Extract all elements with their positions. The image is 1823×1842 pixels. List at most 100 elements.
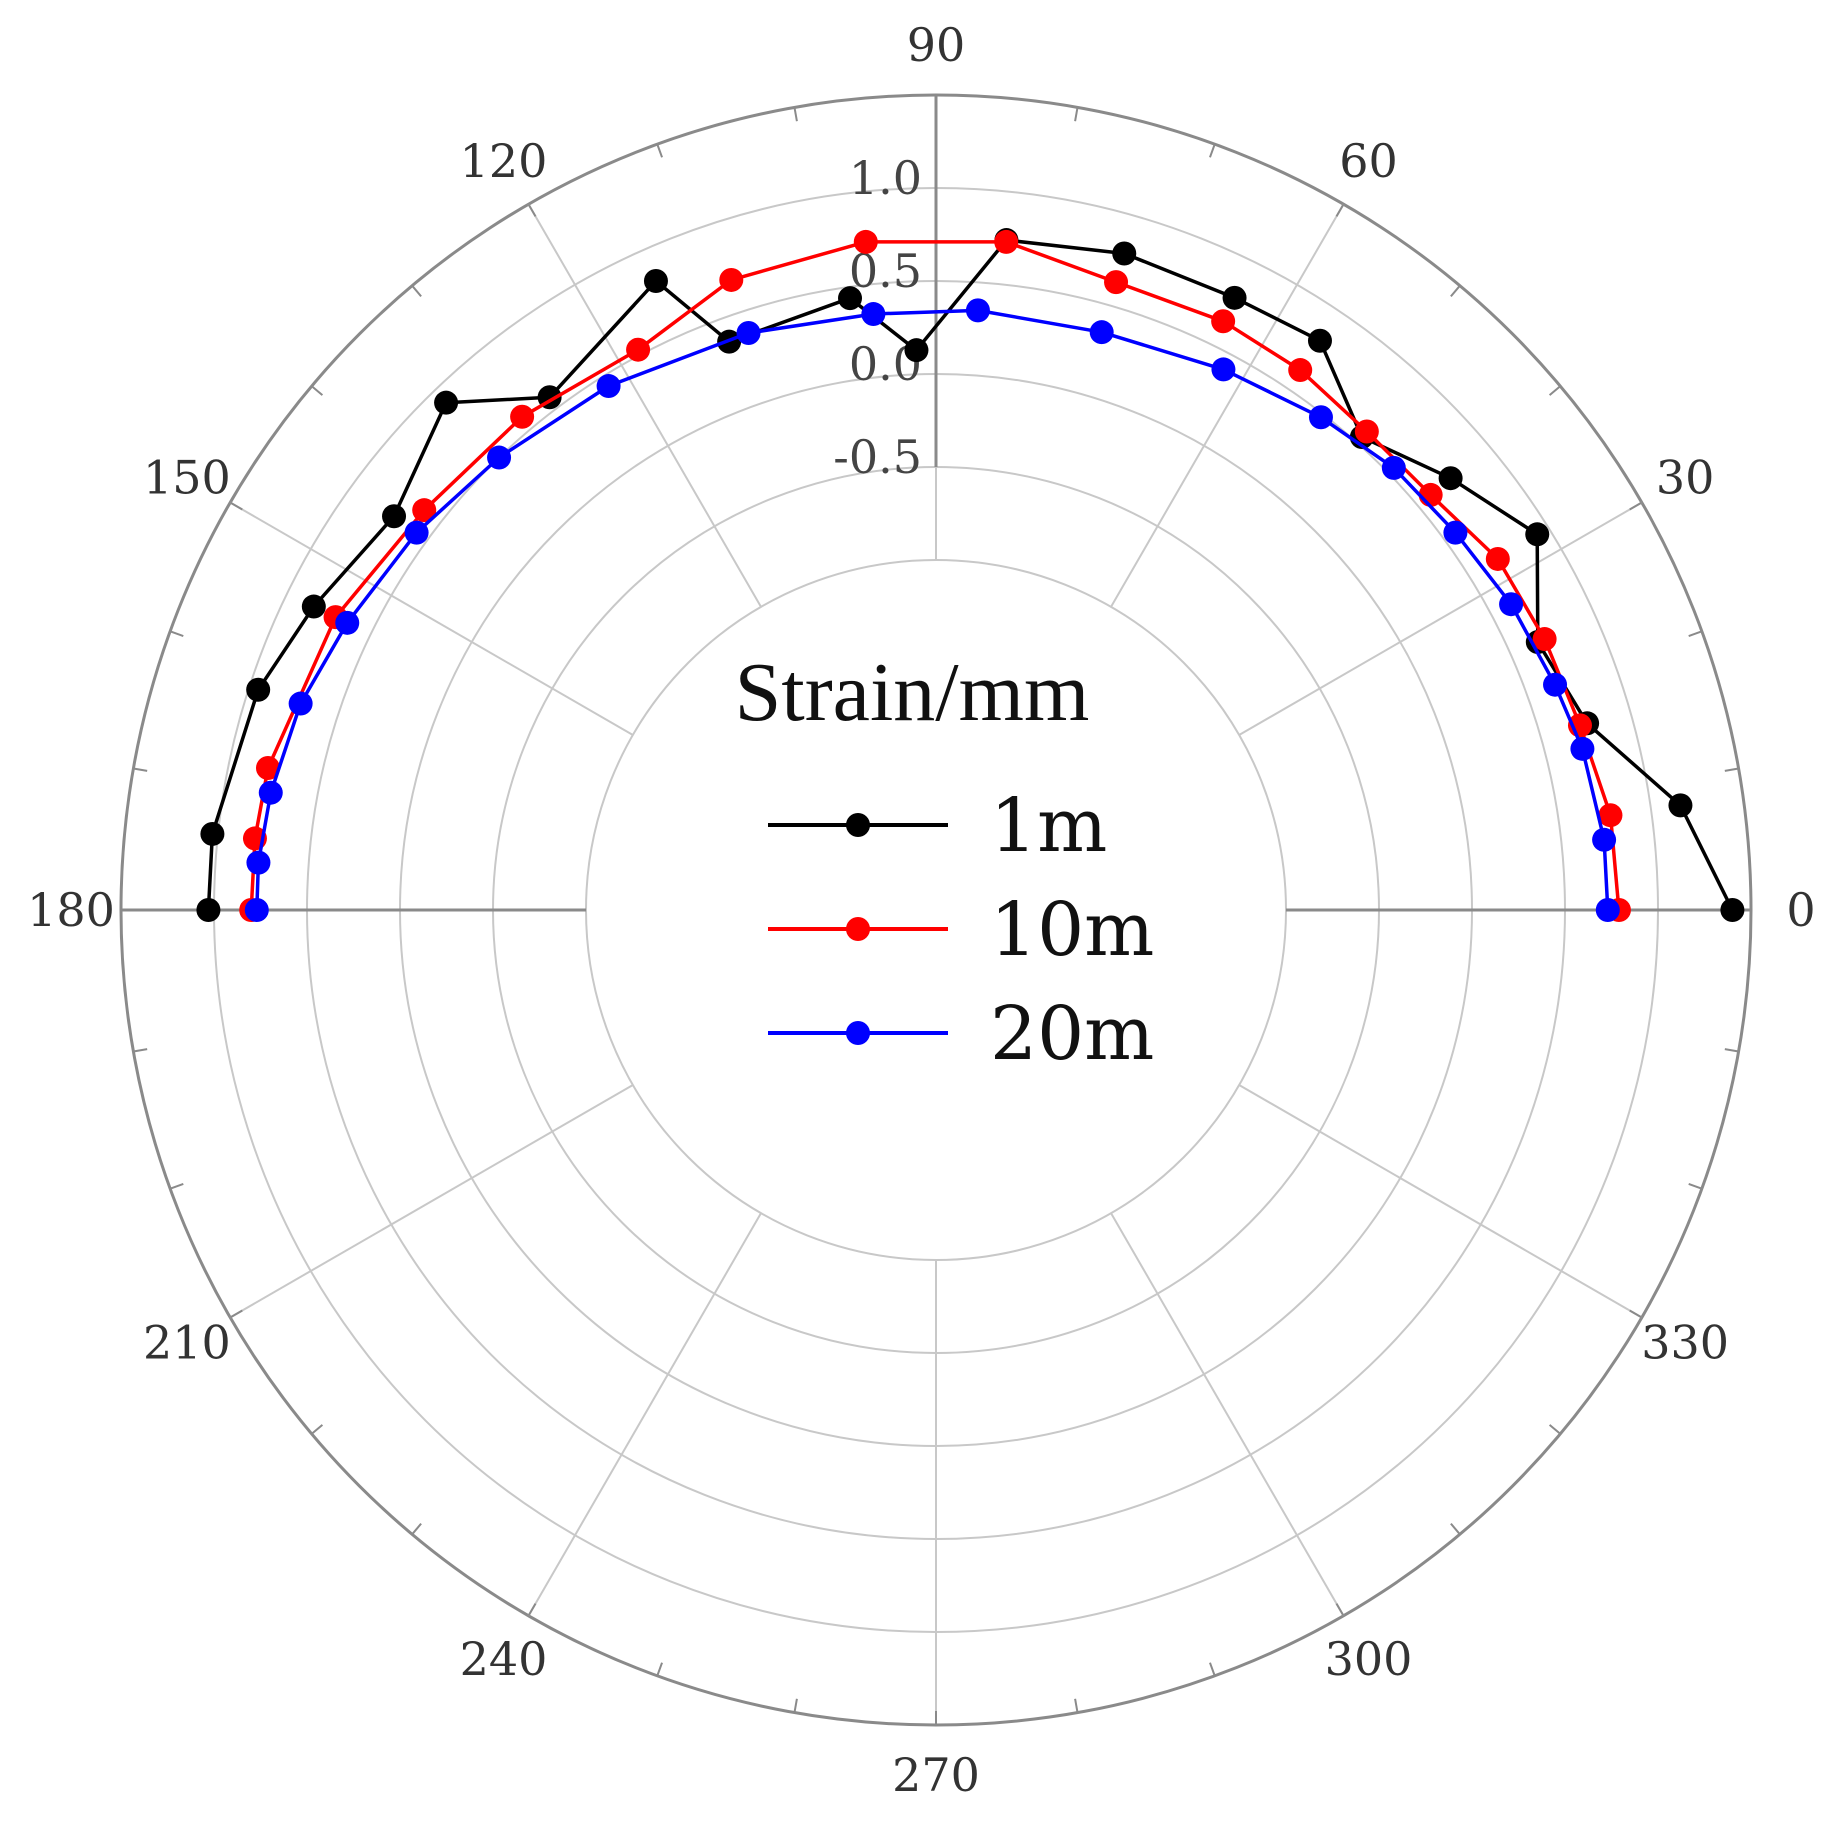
angle-minor-tick	[1724, 767, 1739, 772]
angle-minor-tick	[656, 1662, 663, 1677]
series-point-20m	[246, 850, 271, 875]
angle-minor-tick	[1688, 1183, 1703, 1190]
legend-label: 1m	[990, 783, 1107, 869]
angle-minor-tick	[527, 1603, 537, 1617]
series-point-20m	[288, 691, 313, 716]
angle-minor-tick	[1450, 1522, 1461, 1535]
series-point-1m	[382, 504, 407, 529]
angle-minor-tick	[169, 1183, 184, 1190]
series-point-10m	[994, 229, 1019, 254]
series-point-10m	[1211, 309, 1236, 334]
series-point-10m	[626, 337, 651, 362]
series-line-1m	[206, 238, 1734, 911]
legend-swatch-marker	[846, 917, 870, 941]
grid-spoke	[229, 501, 634, 736]
series-point-1m	[838, 286, 863, 311]
series-point-20m	[861, 302, 886, 327]
series-point-10m	[853, 229, 878, 254]
series-point-20m	[1089, 320, 1114, 345]
angle-tick-label: 210	[143, 1316, 231, 1370]
angle-minor-tick	[1209, 143, 1216, 158]
series-point-1m	[1668, 793, 1693, 818]
angle-minor-tick	[793, 107, 798, 122]
angle-minor-tick	[1074, 1698, 1079, 1713]
series-point-10m	[719, 267, 744, 292]
angle-minor-tick	[311, 385, 324, 396]
legend-swatch-marker	[846, 1021, 870, 1045]
polar-grid	[119, 93, 1753, 1727]
radial-tick-labels: -0.50.00.51.0	[833, 151, 922, 484]
angle-tick-label: 0	[1786, 883, 1815, 937]
grid-spoke	[1238, 1084, 1643, 1319]
grid-spoke	[229, 1084, 634, 1319]
series-point-10m	[1354, 419, 1379, 444]
series-point-20m	[1443, 520, 1468, 545]
series-point-1m	[1307, 328, 1332, 353]
angle-minor-tick	[229, 1309, 243, 1319]
angle-tick-label: 330	[1641, 1316, 1729, 1370]
angle-minor-tick	[1629, 501, 1643, 511]
series-point-10m	[412, 498, 437, 523]
angle-tick-label: 240	[460, 1632, 548, 1686]
radial-tick-label: 0.5	[849, 244, 922, 298]
angle-tick-label: 180	[27, 883, 115, 937]
series-point-20m	[1592, 827, 1617, 852]
angle-minor-tick	[1548, 385, 1561, 396]
grid-spoke	[1110, 203, 1345, 608]
series-point-20m	[404, 520, 429, 545]
angle-minor-tick	[527, 203, 537, 217]
legend: Strain/mm 1m 10m 20m	[735, 646, 1155, 1077]
radial-tick-label: 1.0	[849, 151, 922, 205]
series-point-1m	[200, 821, 225, 846]
series-point-20m	[1499, 592, 1524, 617]
series-point-1m	[1112, 241, 1137, 266]
angle-tick-labels: 0 30 60 90 120 150 180 210 240 270 300 330	[27, 18, 1816, 1802]
angle-tick-label: 150	[143, 451, 231, 505]
legend-title: Strain/mm	[735, 646, 1090, 739]
series-point-1m	[904, 338, 929, 363]
angle-minor-tick	[229, 501, 243, 511]
angle-tick-label: 60	[1339, 134, 1398, 188]
angle-minor-tick	[133, 1048, 148, 1053]
series-point-1m	[643, 269, 668, 294]
series-point-10m	[1532, 627, 1557, 652]
series-point-20m	[596, 374, 621, 399]
grid-ring	[492, 466, 1380, 1354]
series-point-1m	[434, 390, 459, 415]
angle-minor-tick	[1335, 203, 1345, 217]
angle-tick-label: 270	[892, 1748, 980, 1802]
angle-minor-tick	[1209, 1662, 1216, 1677]
series-point-20m	[487, 445, 512, 470]
series-point-20m	[335, 610, 360, 635]
angle-minor-tick	[1688, 630, 1703, 637]
legend-label: 10m	[990, 887, 1154, 973]
grid-spoke	[527, 1212, 762, 1617]
angle-tick-label: 90	[907, 18, 966, 72]
series-point-10m	[1288, 358, 1313, 383]
series-point-1m	[301, 594, 326, 619]
series-point-10m	[510, 404, 535, 429]
series-point-20m	[244, 898, 269, 922]
series-point-1m	[1438, 466, 1463, 491]
data-series	[196, 228, 1745, 922]
grid-spoke	[1110, 1212, 1345, 1617]
series-point-10m	[1104, 270, 1129, 295]
series-point-20m	[1381, 455, 1406, 480]
legend-label: 20m	[990, 991, 1154, 1077]
grid-spoke	[1238, 501, 1643, 736]
series-point-20m	[1543, 672, 1568, 697]
radial-tick-label: -0.5	[833, 430, 922, 484]
angle-minor-tick	[1074, 107, 1079, 122]
angle-tick-label: 120	[460, 134, 548, 188]
angle-tick-label: 30	[1656, 451, 1715, 505]
angle-minor-tick	[411, 1522, 422, 1535]
angle-minor-tick	[311, 1424, 324, 1435]
angle-minor-tick	[169, 630, 184, 637]
series-point-1m	[1525, 522, 1550, 547]
series-point-20m	[1570, 736, 1595, 761]
series-point-20m	[965, 298, 990, 323]
series-point-1m	[246, 677, 271, 702]
angle-minor-tick	[1629, 1309, 1643, 1319]
angle-minor-tick	[133, 767, 148, 772]
